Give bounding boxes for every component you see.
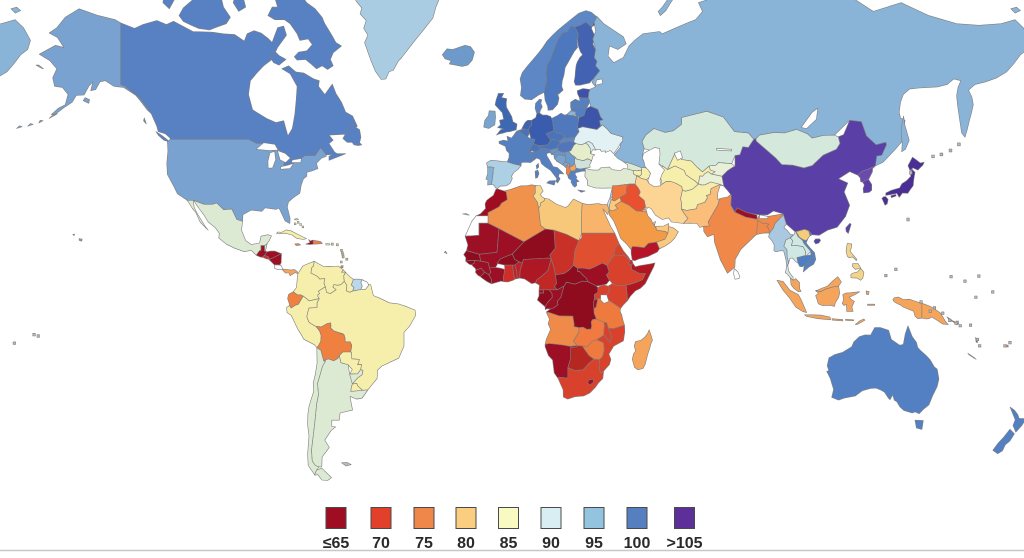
- svg-text:90: 90: [542, 535, 560, 552]
- svg-text:100: 100: [624, 535, 651, 552]
- svg-text:>105: >105: [666, 535, 702, 552]
- svg-text:85: 85: [500, 535, 518, 552]
- svg-text:95: 95: [585, 535, 603, 552]
- svg-text:70: 70: [372, 535, 390, 552]
- svg-text:80: 80: [457, 535, 475, 552]
- svg-text:≤65: ≤65: [323, 535, 350, 552]
- svg-text:75: 75: [415, 535, 433, 552]
